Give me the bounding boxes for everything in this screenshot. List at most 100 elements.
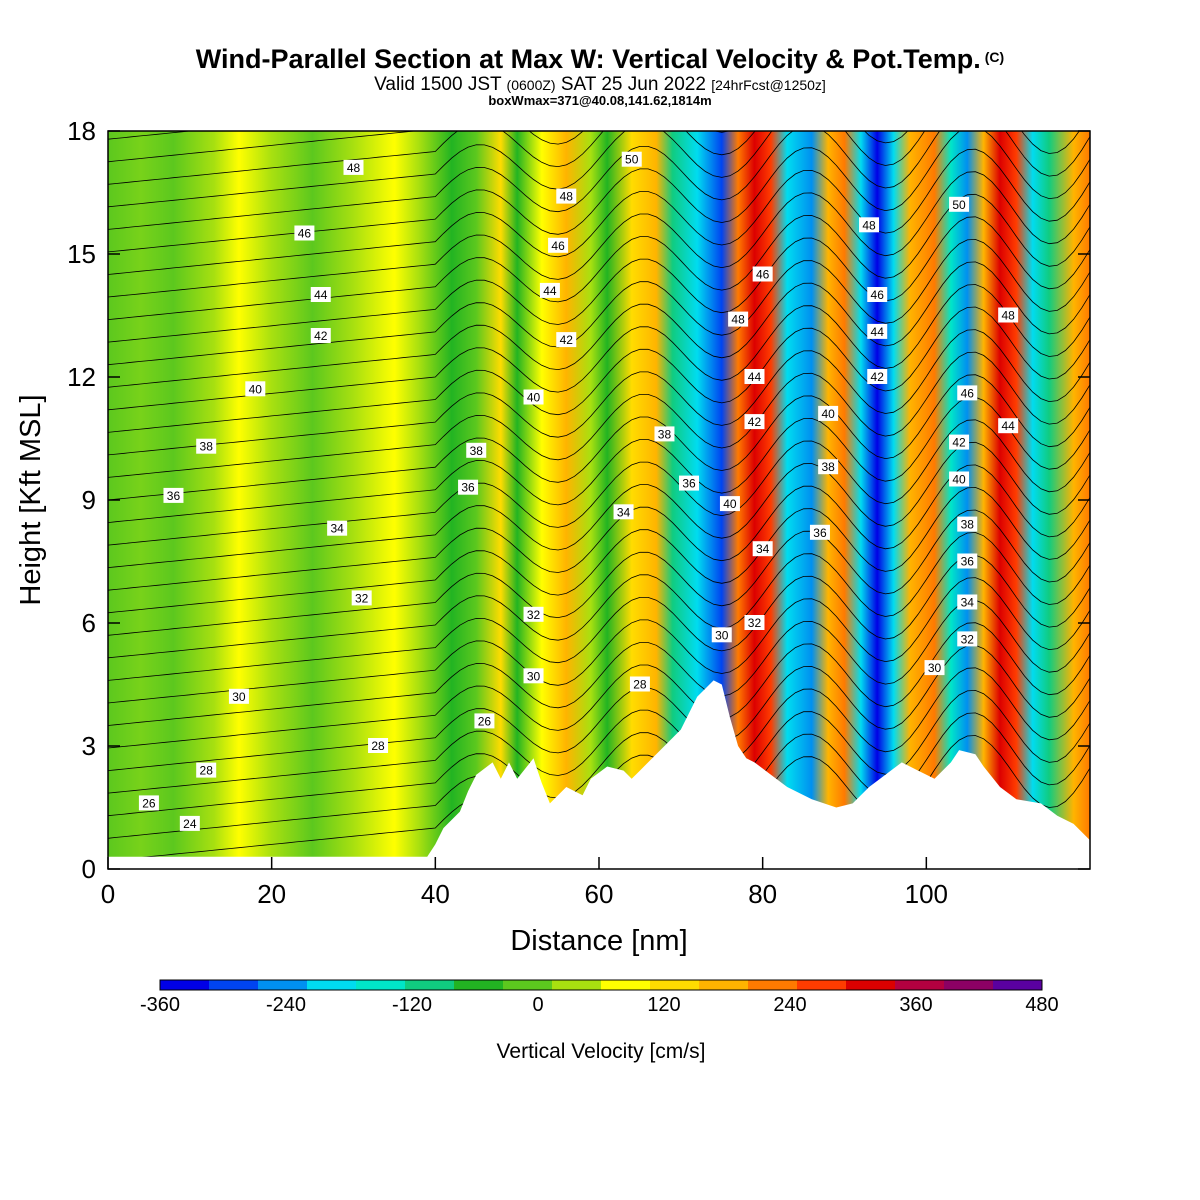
contour-label-bg — [809, 524, 830, 540]
contour-label-text: 30 — [715, 628, 729, 642]
contour-label: 32 — [351, 590, 372, 606]
colorbar-segment — [405, 980, 455, 990]
contour-label-bg — [310, 287, 331, 302]
contour-label: 40 — [523, 389, 544, 405]
contour-label-text: 48 — [1001, 309, 1015, 323]
isentrope-line — [108, 131, 1090, 230]
contour-label: 46 — [957, 385, 978, 401]
contour-label: 36 — [957, 553, 978, 569]
y-tick-label: 15 — [67, 239, 96, 269]
terrain-mask — [108, 680, 1090, 869]
contour-label-text: 34 — [330, 522, 344, 536]
contour-label-text: 42 — [952, 436, 966, 450]
contour-label-text: 38 — [200, 440, 214, 454]
contour-label-text: 32 — [355, 591, 369, 605]
contour-label: 48 — [728, 311, 749, 327]
contour-label: 42 — [867, 369, 888, 384]
contour-label-text: 48 — [560, 190, 574, 204]
contour-label-text: 44 — [543, 284, 557, 298]
contour-label: 40 — [949, 471, 970, 487]
contour-label-bg — [818, 459, 839, 475]
contour-label-bg — [458, 479, 479, 495]
x-tick-label: 80 — [748, 879, 777, 909]
isentrope-line — [108, 577, 1090, 704]
contour-label-text: 50 — [625, 153, 639, 167]
isentrope-line — [108, 667, 1090, 794]
colorbar-segment — [552, 980, 602, 990]
contour-label-bg — [957, 516, 978, 532]
colorbar-tick-label: -120 — [392, 994, 432, 1016]
isentrope-line — [108, 216, 1090, 343]
x-tick-label: 0 — [101, 879, 115, 909]
contour-label: 44 — [310, 287, 331, 302]
contour-label-bg — [368, 738, 389, 753]
chart-title-text: Wind-Parallel Section at Max W: Vertical… — [195, 44, 981, 74]
y-tick-label: 12 — [67, 362, 96, 392]
contour-label-text: 50 — [952, 198, 966, 212]
contour-label: 30 — [523, 668, 544, 684]
isentrope-line — [108, 599, 1090, 726]
valid-utc: (0600Z) — [506, 77, 556, 93]
colorbar-segment — [307, 980, 357, 990]
isentrope-line — [108, 419, 1090, 546]
contour-label: 30 — [228, 688, 249, 704]
contour-label: 30 — [711, 627, 732, 643]
y-tick-label: 6 — [82, 608, 96, 638]
contour-label-bg — [859, 217, 880, 233]
contour-label: 36 — [163, 487, 184, 503]
contour-label-bg — [228, 688, 249, 704]
colorbar-tick-label: 120 — [647, 994, 680, 1016]
contour-label-text: 36 — [167, 489, 181, 503]
contour-label-text: 36 — [813, 526, 827, 540]
contour-label-bg — [867, 287, 888, 302]
contour-label-text: 26 — [142, 796, 156, 810]
contour-label: 34 — [327, 520, 348, 536]
contour-label-bg — [310, 328, 331, 343]
contour-label-bg — [998, 418, 1019, 434]
y-tick-label: 3 — [82, 731, 96, 761]
contour-label: 42 — [310, 328, 331, 343]
isentrope-line — [108, 131, 731, 163]
contour-label-bg — [539, 282, 560, 298]
isentrope-line — [108, 554, 1090, 681]
contour-label: 38 — [654, 426, 675, 442]
colorbar-tick-label: 480 — [1025, 994, 1058, 1016]
colorbar-tick-label: 0 — [532, 994, 543, 1016]
chart-title: Wind-Parallel Section at Max W: Vertical… — [0, 44, 1200, 75]
isentrope-line — [108, 284, 1090, 411]
contour-label-text: 44 — [871, 325, 885, 339]
colorbar: -360 -240 -120 0 120 240 360 480 — [140, 979, 1059, 1016]
contour-label: 32 — [957, 631, 978, 647]
contour-label-bg — [196, 762, 217, 778]
contour-label-text: 48 — [731, 313, 745, 327]
contour-label: 48 — [556, 188, 577, 204]
contour-label-bg — [957, 385, 978, 401]
contour-label: 48 — [343, 159, 364, 175]
contour-label-bg — [163, 487, 184, 503]
isentrope-line — [108, 261, 1090, 388]
contour-label-bg — [744, 615, 765, 630]
forecast-info: [24hrFcst@1250z] — [711, 77, 826, 93]
colorbar-segment — [650, 980, 700, 990]
contour-label-text: 30 — [232, 690, 246, 704]
x-tick-label: 20 — [257, 879, 286, 909]
contour-label-text: 30 — [928, 661, 942, 675]
contour-label-bg — [752, 266, 773, 282]
contour-label-text: 46 — [551, 239, 565, 253]
x-axis-title: Distance [nm] — [510, 925, 687, 957]
plot-area: 48 46 44 42 40 38 36 34 32 30 28 28 26 24 50 48 46 44 42 40… — [108, 131, 1090, 869]
contour-label-bg — [679, 475, 700, 491]
contour-label-text: 32 — [748, 616, 762, 630]
contour-label: 40 — [719, 496, 740, 512]
contour-label-bg — [744, 369, 765, 384]
isentrope-line — [108, 131, 1080, 208]
contour-label-text: 44 — [1001, 419, 1015, 433]
contour-label-bg — [138, 795, 159, 811]
copyright-mark: (C) — [984, 49, 1005, 65]
contour-label: 38 — [957, 516, 978, 532]
contour-label-text: 34 — [961, 596, 975, 610]
x-tick-label: 40 — [421, 879, 450, 909]
contour-label-text: 46 — [961, 386, 975, 400]
contour-label: 28 — [196, 762, 217, 778]
